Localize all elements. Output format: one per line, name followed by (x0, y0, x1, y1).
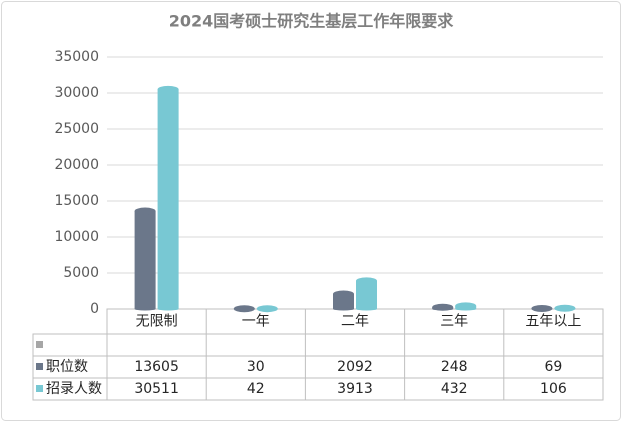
legend-swatch (36, 385, 43, 392)
table-value: 248 (441, 359, 468, 375)
x-tick-label: 一年 (242, 314, 270, 330)
y-tick-label: 10000 (54, 229, 99, 245)
bar (356, 280, 377, 309)
bar-cap (333, 290, 354, 298)
y-tick-label: 25000 (54, 121, 99, 137)
bar-base (554, 307, 576, 311)
table-value: 69 (544, 359, 562, 375)
bar-base (157, 307, 179, 311)
y-tick-label: 30000 (54, 85, 99, 101)
bar-base (455, 307, 477, 311)
bar-base (233, 307, 255, 311)
chart-title: 2024国考硕士研究生基层工作年限要求 (169, 12, 455, 31)
bar-base (531, 307, 553, 311)
bar-base (256, 307, 278, 311)
table-value: 3913 (337, 381, 373, 397)
y-tick-label: 5000 (63, 265, 99, 281)
y-tick-label: 35000 (54, 49, 99, 65)
bar-cap (134, 207, 156, 215)
x-tick-label: 二年 (341, 314, 369, 330)
legend-swatch (36, 363, 43, 370)
table-value: 42 (247, 381, 265, 397)
table-value: 106 (540, 381, 567, 397)
legend-label: 职位数 (46, 359, 88, 375)
bar-base (134, 307, 156, 311)
table-value: 30 (247, 359, 265, 375)
bar-cap (356, 277, 377, 285)
bar (134, 211, 156, 309)
x-tick-label: 三年 (440, 314, 468, 330)
x-tick-label: 五年以上 (525, 314, 581, 330)
bar-base (333, 307, 354, 311)
y-tick-label: 0 (90, 301, 99, 317)
table-value: 30511 (134, 381, 179, 397)
table-value: 13605 (134, 359, 179, 375)
table-value: 432 (441, 381, 468, 397)
y-tick-label: 20000 (54, 157, 99, 173)
x-tick-label: 无限制 (136, 314, 178, 330)
legend-swatch (36, 341, 43, 348)
bar (157, 89, 179, 309)
bar-base (356, 307, 377, 311)
y-tick-label: 15000 (54, 193, 99, 209)
legend-label: 招录人数 (46, 381, 102, 397)
bar-cap (157, 85, 179, 93)
bar-base (432, 307, 454, 311)
bar-cap (455, 302, 477, 310)
table-value: 2092 (337, 359, 373, 375)
bar (333, 293, 354, 309)
